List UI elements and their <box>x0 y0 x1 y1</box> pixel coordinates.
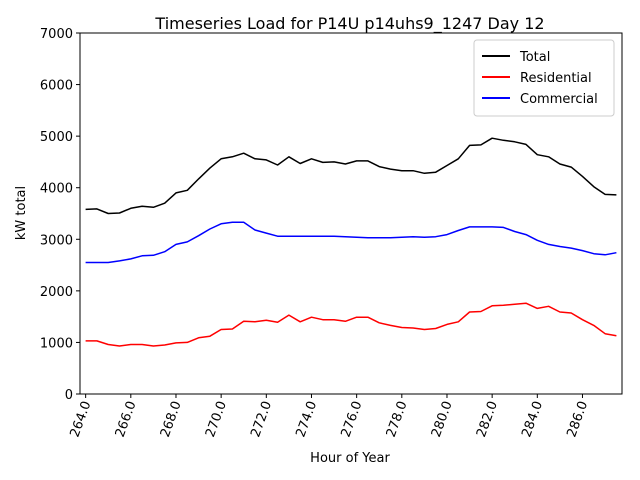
legend: Total Residential Commercial <box>473 39 615 117</box>
y-tick-label: 1000 <box>40 336 73 351</box>
series-line-commercial <box>85 221 617 264</box>
y-tick-label: 3000 <box>40 233 73 248</box>
series-line-total <box>85 137 617 215</box>
y-tick-label: 5000 <box>40 130 73 145</box>
series-line-residential <box>85 302 617 347</box>
y-tick-label: 2000 <box>40 285 73 300</box>
series-lines <box>85 137 617 347</box>
plot-frame <box>79 32 623 395</box>
y-tick-label: 6000 <box>40 79 73 94</box>
x-axis-label: Hour of Year <box>310 451 390 466</box>
y-axis-label: kW total <box>14 186 29 240</box>
chart-title: Timeseries Load for P14U p14uhs9_1247 Da… <box>154 14 544 34</box>
legend-label-commercial: Commercial <box>520 92 598 107</box>
legend-label-total: Total <box>519 50 550 65</box>
y-tick-label: 0 <box>65 388 73 403</box>
y-tick-label: 4000 <box>40 182 73 197</box>
y-tick-label: 7000 <box>40 27 73 42</box>
y-axis: 0 1000 2000 3000 4000 5000 6000 7000 <box>40 27 80 403</box>
legend-label-residential: Residential <box>520 71 592 86</box>
